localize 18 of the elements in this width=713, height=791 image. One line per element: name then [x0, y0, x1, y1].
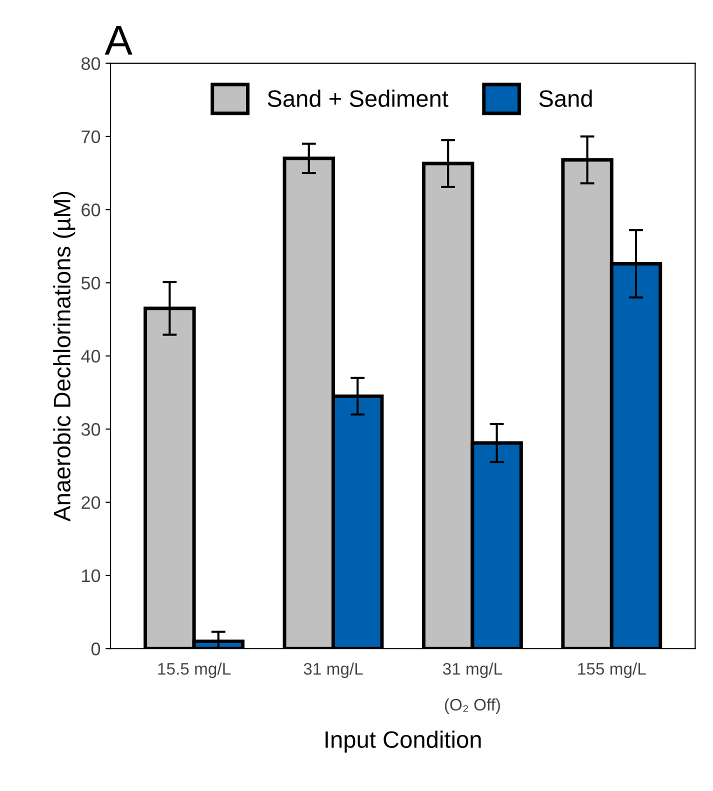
x-tick-label: 31 mg/L — [304, 662, 363, 678]
chart-title: A — [104, 26, 132, 55]
y-tick-label: 60 — [82, 204, 100, 216]
y-tick-label: 10 — [82, 569, 100, 582]
legend-label: Sand — [539, 90, 592, 107]
y-tick-label: 50 — [81, 276, 100, 290]
y-tick-label: 0 — [91, 642, 100, 656]
y-axis-title: Anaerobic Dechlorinations (µM) — [53, 192, 76, 522]
y-tick-label: 80 — [81, 57, 100, 70]
x-tick-label: 15.5 mg/L — [158, 662, 231, 678]
y-tick-label: 70 — [82, 130, 100, 144]
category-label: 31 mg/L (O₂ Off) — [442, 662, 502, 714]
legend-label: Sand + Sediment — [268, 90, 448, 107]
x-axis-title: Input Condition — [326, 730, 481, 753]
y-tick-label: 40 — [81, 350, 100, 363]
x-tick-label: 155 mg/L — [578, 662, 646, 678]
y-tick-label: 30 — [81, 423, 100, 436]
y-tick-label: 20 — [82, 496, 100, 510]
